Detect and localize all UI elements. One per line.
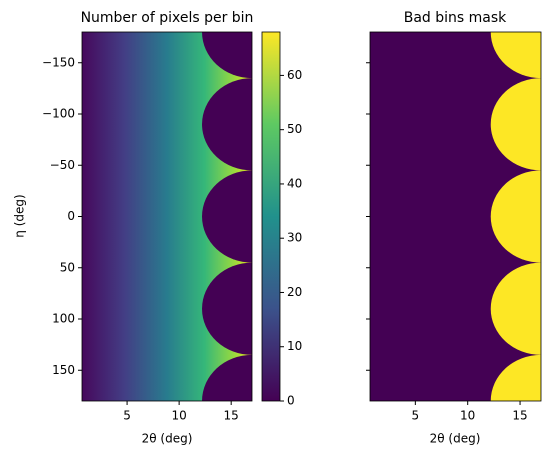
mask-region	[202, 262, 252, 355]
colorbar-tick-label: 10	[287, 339, 302, 353]
colorbar-tick-label: 60	[287, 68, 302, 82]
mask-region	[490, 32, 541, 79]
mask-region	[490, 262, 541, 355]
y-axis-label: η (deg)	[13, 194, 27, 237]
colorbar-tick-label: 20	[287, 285, 302, 299]
x-axis-label: 2θ (deg)	[430, 432, 481, 446]
colorbar-tick-label: 30	[287, 231, 302, 245]
x-tick-label: 15	[512, 409, 527, 423]
x-tick-label: 5	[123, 409, 131, 423]
colorbar-tick-label: 40	[287, 176, 302, 190]
colorbar-tick-label: 0	[287, 394, 295, 408]
panel-title: Number of pixels per bin	[81, 10, 254, 26]
x-tick-label: 5	[412, 409, 420, 423]
colorbar-tick-label: 50	[287, 122, 302, 136]
mask-region	[202, 32, 252, 79]
mask-region	[202, 170, 252, 263]
mask-region	[202, 78, 252, 171]
y-tick-label: 50	[60, 260, 75, 274]
y-tick-label: −150	[42, 55, 75, 69]
x-tick-label: 15	[224, 409, 239, 423]
x-tick-label: 10	[460, 409, 475, 423]
y-tick-label: 150	[52, 363, 75, 377]
colorbar	[261, 31, 281, 402]
mask-region	[490, 170, 541, 263]
x-axis-label: 2θ (deg)	[142, 432, 193, 446]
y-tick-label: −50	[50, 158, 75, 172]
heatmap-image	[370, 32, 541, 401]
y-tick-label: 0	[67, 209, 75, 223]
mask-region	[202, 354, 252, 401]
panel-title: Bad bins mask	[404, 10, 507, 26]
mask-region	[490, 78, 541, 171]
y-tick-label: −100	[42, 107, 75, 121]
y-tick-label: 100	[52, 312, 75, 326]
x-tick-label: 10	[171, 409, 186, 423]
heatmap-image	[82, 32, 252, 401]
mask-region	[490, 354, 541, 401]
